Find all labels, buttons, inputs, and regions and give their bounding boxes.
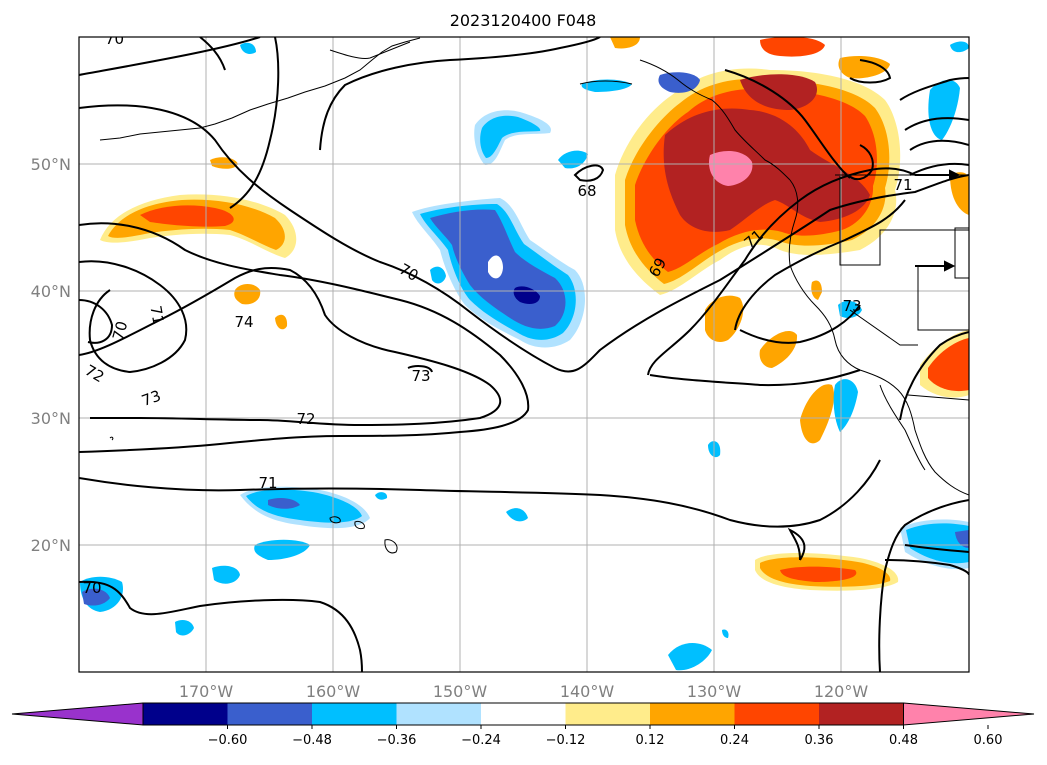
contour-label: 73	[139, 387, 163, 410]
latitude-labels: 50°N 40°N 30°N 20°N	[31, 155, 71, 555]
colorbar-swatch	[650, 703, 735, 725]
colorbar-tick-label: 0.12	[636, 733, 665, 748]
lon-label: 120°W	[814, 682, 869, 701]
shading-positive-ne-pacific	[610, 37, 969, 295]
longitude-labels: 170°W 160°W 150°W 140°W 130°W 120°W	[179, 682, 869, 701]
colorbar-tick-label: −0.24	[461, 733, 501, 748]
contour-label: 72	[296, 410, 315, 428]
colorbar-swatch	[396, 703, 482, 725]
contour-label: 73	[842, 297, 861, 315]
colorbar-swatch	[734, 703, 820, 725]
map-frame	[78, 36, 970, 673]
colorbar-tick-label: −0.48	[292, 733, 332, 748]
contour-label: 70	[82, 579, 101, 597]
shading-positive-west-pacific	[100, 157, 297, 330]
lat-label: 30°N	[31, 409, 71, 428]
map-panel: 70 70 68 69 71 71 72 73 73 72 71 70 74 7…	[79, 30, 969, 672]
lon-label: 150°W	[433, 682, 488, 701]
colorbar-tick-label: −0.12	[546, 733, 586, 748]
lat-label: 50°N	[31, 155, 71, 174]
wind-barbs	[915, 169, 961, 272]
colorbar-swatch	[819, 703, 904, 725]
contour-label: 71	[893, 176, 912, 194]
colorbar-swatch	[481, 703, 566, 725]
lat-label: 20°N	[31, 536, 71, 555]
lon-label: 170°W	[179, 682, 234, 701]
contour-label: 68	[577, 182, 596, 200]
colorbar-tick-label: 0.24	[720, 733, 749, 748]
map-title: 2023120400 F048	[450, 11, 597, 30]
colorbar: −0.60 −0.48 −0.36 −0.24 −0.12 0.12 0.24 0.36 0.4…	[11, 702, 1035, 748]
colorbar-swatch	[227, 703, 313, 725]
contour-label: 74	[234, 313, 253, 331]
colorbar-tick-label: 0.60	[974, 733, 1003, 748]
contour-label: 73	[411, 367, 430, 385]
colorbar-swatch	[312, 703, 397, 725]
coastlines	[99, 37, 969, 554]
contour-label: 70	[105, 30, 124, 48]
colorbar-extend-high	[903, 702, 1035, 726]
contour-label: 71	[258, 474, 277, 492]
colorbar-extend-low	[11, 702, 144, 726]
contour-label: 70	[109, 319, 131, 342]
lon-label: 160°W	[306, 682, 361, 701]
contour-label: 71	[146, 304, 167, 326]
height-contours	[79, 37, 969, 672]
colorbar-tick-label: −0.60	[208, 733, 248, 748]
colorbar-swatch	[143, 703, 228, 725]
lon-label: 140°W	[560, 682, 615, 701]
colorbar-tick-label: −0.36	[377, 733, 417, 748]
lon-label: 130°W	[687, 682, 742, 701]
colorbar-swatch	[565, 703, 651, 725]
shading-negative-central	[240, 41, 969, 348]
shading-positive-east	[705, 280, 969, 591]
colorbar-tick-label: 0.48	[889, 733, 918, 748]
colorbar-tick-label: 0.36	[805, 733, 834, 748]
lat-label: 40°N	[31, 282, 71, 301]
colorbar-frame	[142, 702, 904, 726]
